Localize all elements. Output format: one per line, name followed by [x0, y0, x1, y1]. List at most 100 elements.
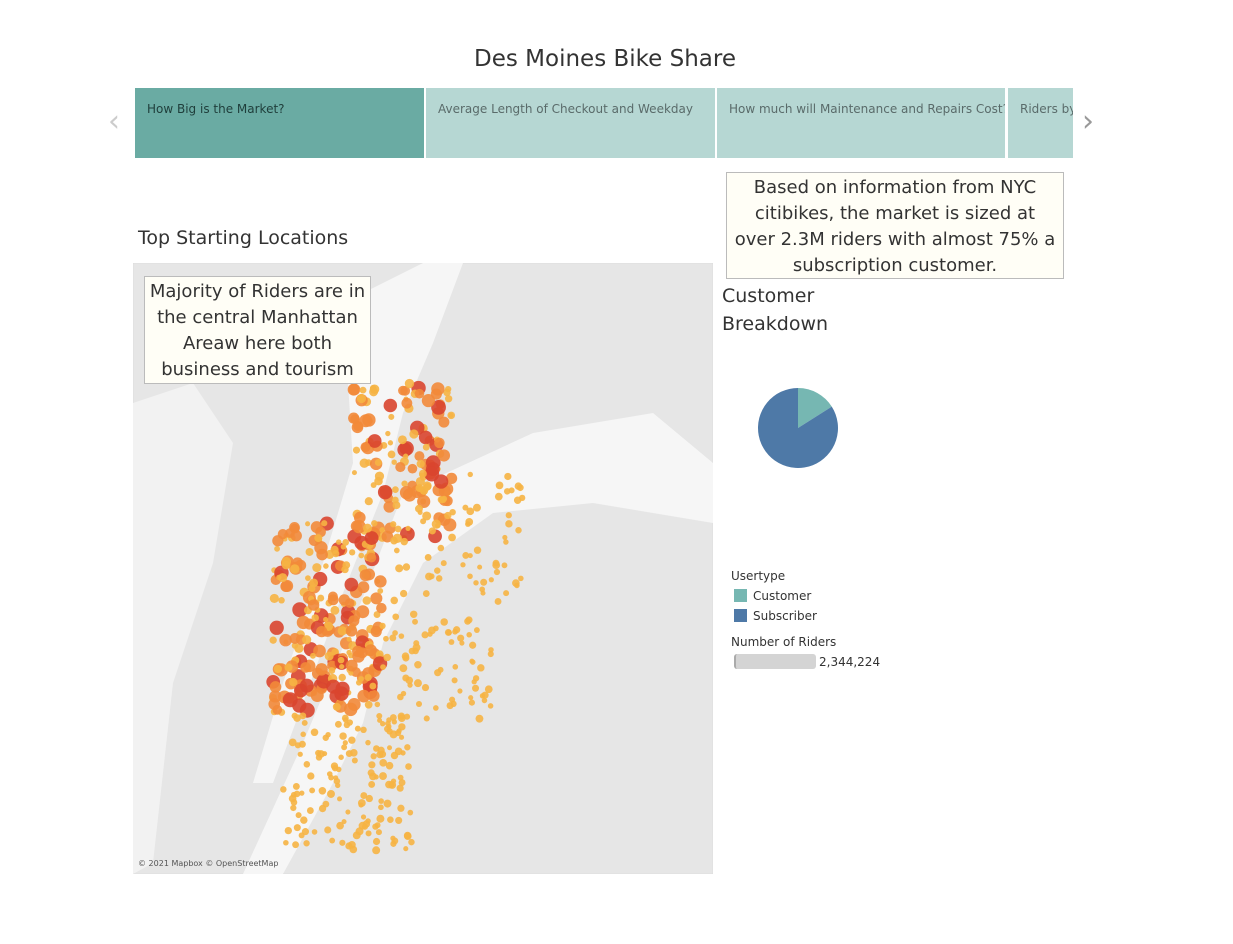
- map-point: [377, 588, 384, 594]
- map-point: [378, 804, 384, 811]
- map-point: [468, 695, 474, 701]
- map-point: [292, 782, 300, 790]
- map-point: [293, 824, 301, 832]
- map-point: [383, 799, 392, 808]
- map-point: [360, 442, 371, 453]
- map-point: [477, 664, 485, 672]
- map-point: [314, 534, 323, 543]
- map-point: [336, 821, 344, 830]
- map-point: [386, 723, 392, 730]
- map-point: [325, 732, 331, 738]
- map-point: [357, 689, 371, 703]
- map-point: [383, 501, 396, 513]
- map-point: [342, 740, 348, 746]
- map-point: [504, 472, 512, 481]
- map-point: [479, 693, 486, 699]
- map-point: [421, 683, 430, 692]
- map-point: [360, 792, 368, 800]
- map-point: [289, 633, 301, 644]
- map-point: [351, 470, 357, 476]
- map-point: [404, 744, 411, 751]
- map-point: [393, 547, 400, 554]
- tab[interactable]: How much will Maintenance and Repairs Co…: [717, 88, 1005, 158]
- next-arrow[interactable]: ›: [1082, 104, 1094, 139]
- map-point: [437, 544, 445, 552]
- map-point: [369, 682, 377, 690]
- map-point: [395, 564, 404, 573]
- map-point: [328, 667, 336, 674]
- tab[interactable]: Average Length of Checkout and Weekday: [426, 88, 715, 158]
- map-point: [385, 761, 394, 770]
- map-point: [379, 527, 386, 534]
- map-point: [399, 664, 408, 673]
- map-point: [403, 831, 412, 840]
- map-point: [269, 681, 282, 693]
- map-point: [336, 539, 342, 545]
- map-point: [392, 486, 399, 493]
- map-point: [348, 615, 360, 627]
- map-point: [487, 650, 494, 658]
- map-point: [358, 676, 364, 682]
- map-point: [348, 736, 356, 744]
- map-point: [398, 723, 406, 731]
- map-point: [398, 385, 408, 396]
- map-point: [345, 659, 358, 672]
- map-point: [451, 677, 458, 684]
- map-point: [466, 632, 472, 638]
- map-point: [398, 435, 407, 445]
- map-point: [289, 678, 298, 687]
- pie-slice: [798, 388, 832, 428]
- map-point: [388, 413, 395, 420]
- map-point: [472, 675, 480, 682]
- map-point: [390, 596, 399, 605]
- map-point: [494, 598, 502, 605]
- map-point: [401, 480, 408, 487]
- map-point: [414, 660, 422, 669]
- map-point: [309, 578, 319, 588]
- map-point: [300, 731, 306, 738]
- map-point: [350, 414, 360, 424]
- map-point: [428, 527, 436, 535]
- map-point: [337, 626, 348, 636]
- tab[interactable]: Riders by: [1008, 88, 1073, 158]
- map-point: [367, 689, 380, 702]
- map-point: [318, 787, 327, 795]
- map-point: [345, 625, 358, 637]
- map-point: [400, 537, 408, 546]
- map-point: [512, 579, 520, 587]
- map-point: [280, 786, 287, 793]
- prev-arrow[interactable]: ‹: [108, 104, 120, 139]
- map-point: [269, 620, 284, 635]
- map-point: [377, 717, 383, 723]
- map-point: [440, 560, 447, 567]
- tab[interactable]: How Big is the Market?: [135, 88, 424, 158]
- map-point: [389, 634, 397, 642]
- map-point: [380, 664, 386, 670]
- map-point: [391, 496, 399, 504]
- map-point: [395, 816, 403, 824]
- map-point: [397, 804, 405, 812]
- map-point: [335, 782, 341, 789]
- map-point: [392, 630, 398, 636]
- map-point: [473, 580, 479, 586]
- map-point: [281, 560, 291, 570]
- map-point: [469, 658, 475, 664]
- attribution: © 2021 Mapbox © OpenStreetMap: [138, 859, 278, 868]
- map-point: [364, 497, 373, 506]
- map-point: [457, 688, 463, 694]
- map-point: [297, 751, 303, 757]
- map-point: [364, 644, 377, 657]
- map-point: [364, 700, 373, 709]
- map-point: [310, 728, 319, 737]
- map-point: [465, 616, 473, 624]
- map-point: [472, 684, 480, 692]
- map-point: [345, 842, 353, 850]
- map-point: [311, 614, 319, 622]
- map-point: [323, 616, 329, 623]
- map-point: [422, 590, 430, 597]
- map-point: [503, 590, 510, 597]
- map-point: [364, 531, 379, 545]
- map-point: [316, 625, 328, 638]
- map-point: [368, 780, 376, 788]
